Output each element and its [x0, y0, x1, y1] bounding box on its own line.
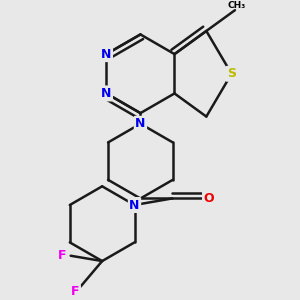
Text: N: N [135, 117, 146, 130]
Text: CH₃: CH₃ [228, 2, 246, 10]
Text: F: F [71, 285, 80, 298]
Text: S: S [227, 67, 236, 80]
Text: F: F [58, 249, 66, 262]
Text: N: N [129, 199, 140, 212]
Text: O: O [203, 192, 214, 205]
Text: N: N [101, 87, 112, 100]
Text: N: N [101, 48, 112, 61]
